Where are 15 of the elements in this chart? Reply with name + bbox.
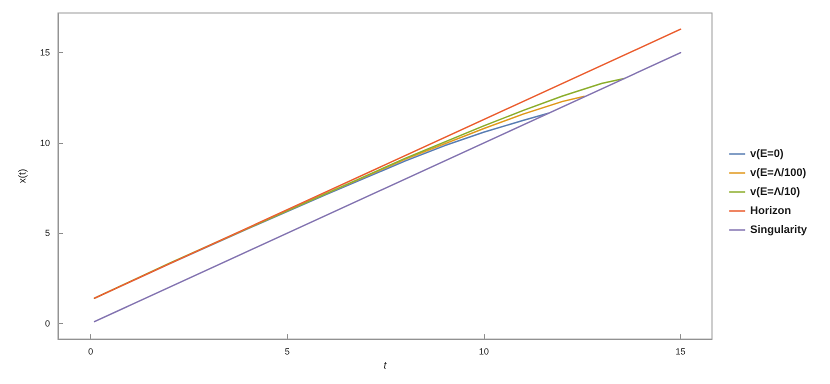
legend-label: v(E=Λ/10)	[750, 186, 800, 198]
y-tick-label: 0	[44, 318, 50, 328]
x-tick-label: 5	[284, 346, 290, 357]
x-tick-label: 0	[88, 346, 94, 357]
legend-label: Horizon	[750, 205, 792, 217]
y-tick-label: 10	[40, 138, 50, 148]
x-axis-title: t	[384, 360, 388, 372]
legend-label: Singularity	[750, 224, 808, 236]
legend-label: v(E=Λ/100)	[750, 167, 806, 179]
y-axis-title: x(t)	[18, 168, 28, 184]
legend-label: v(E=0)	[750, 148, 784, 160]
x-tick-label: 10	[478, 346, 489, 357]
y-tick-label: 5	[44, 228, 50, 238]
x-tick-label: 15	[676, 346, 686, 357]
y-tick-label: 15	[40, 48, 50, 58]
